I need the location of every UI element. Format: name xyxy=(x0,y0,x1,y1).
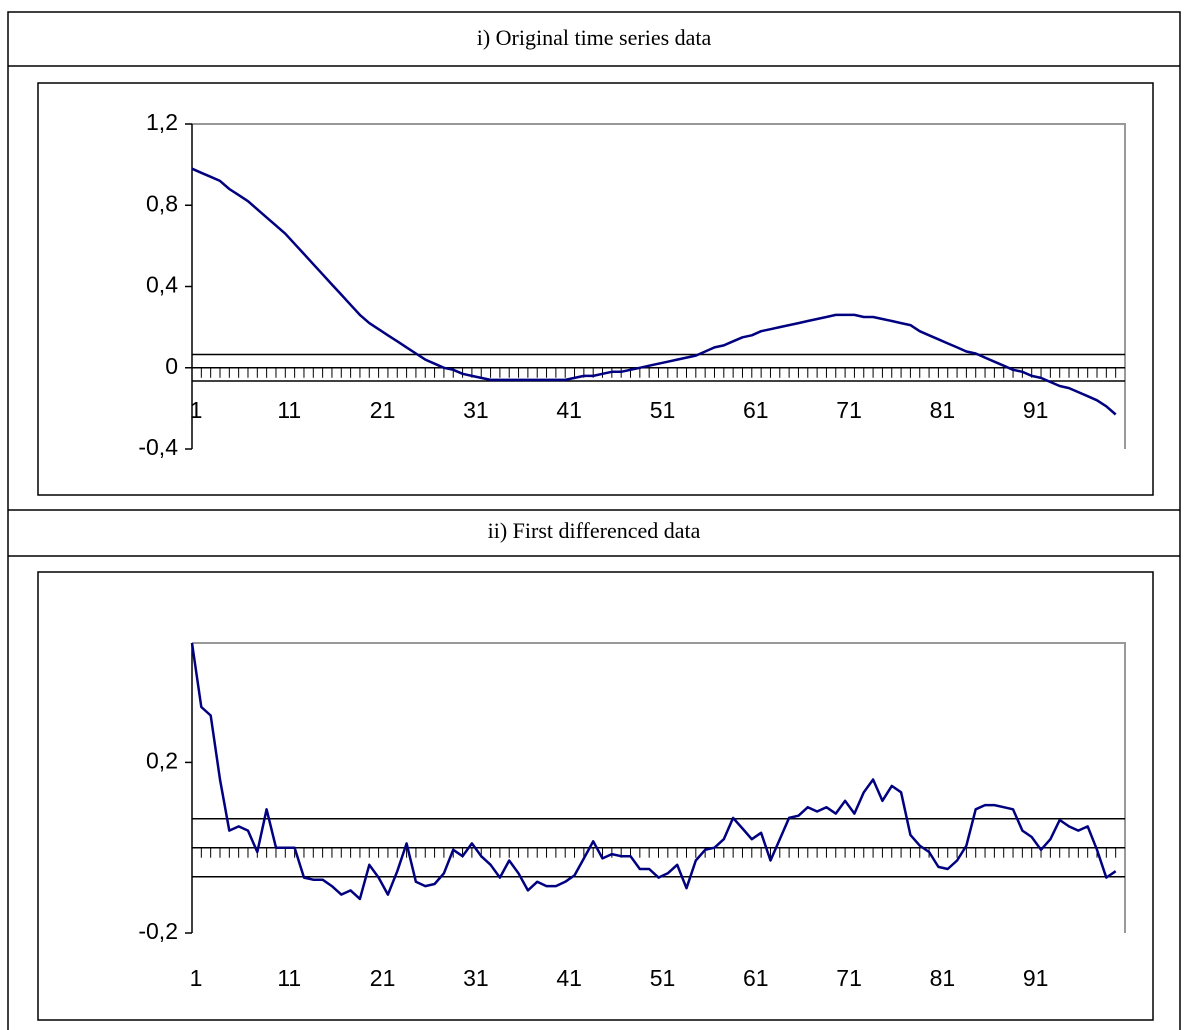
chart-frame xyxy=(37,82,1154,496)
x-tick-label: 91 xyxy=(1023,965,1049,991)
y-tick-label: -0,2 xyxy=(138,918,178,944)
x-tick-label: 31 xyxy=(463,397,489,423)
y-tick-label: 0,8 xyxy=(146,190,178,216)
x-tick-label: 61 xyxy=(743,397,769,423)
x-tick-label: 81 xyxy=(930,965,956,991)
x-tick-label: 61 xyxy=(743,965,769,991)
y-tick-label: 1,2 xyxy=(146,109,178,135)
x-tick-label: 41 xyxy=(556,397,582,423)
x-tick-label: 41 xyxy=(556,965,582,991)
y-tick-label: 0 xyxy=(165,353,178,379)
x-tick-label: 21 xyxy=(370,965,396,991)
data-line xyxy=(191,167,1117,416)
x-tick-label: 1 xyxy=(190,965,203,991)
x-tick-label: 11 xyxy=(277,965,301,991)
chart-frame xyxy=(37,571,1154,1021)
table-border xyxy=(7,11,1181,1030)
y-tick-label: 0,2 xyxy=(146,747,178,773)
y-tick-label: 0,4 xyxy=(146,272,178,298)
x-tick-label: 71 xyxy=(836,397,862,423)
chart-title: i) Original time series data xyxy=(477,25,712,50)
x-tick-label: 51 xyxy=(650,397,676,423)
plot-border xyxy=(192,642,1126,933)
x-tick-label: 91 xyxy=(1023,397,1049,423)
data-line xyxy=(190,642,1117,901)
table-frame xyxy=(7,11,1181,1030)
x-tick-label: 81 xyxy=(930,397,956,423)
plot-border xyxy=(192,123,1126,449)
x-tick-label: 71 xyxy=(836,965,862,991)
x-tick-label: 11 xyxy=(277,397,301,423)
chart-title: ii) First differenced data xyxy=(488,518,701,543)
x-tick-label: 21 xyxy=(370,397,396,423)
x-tick-label: 31 xyxy=(463,965,489,991)
y-tick-label: -0,4 xyxy=(138,434,178,460)
x-tick-label: 51 xyxy=(650,965,676,991)
x-tick-label: 1 xyxy=(190,397,203,423)
